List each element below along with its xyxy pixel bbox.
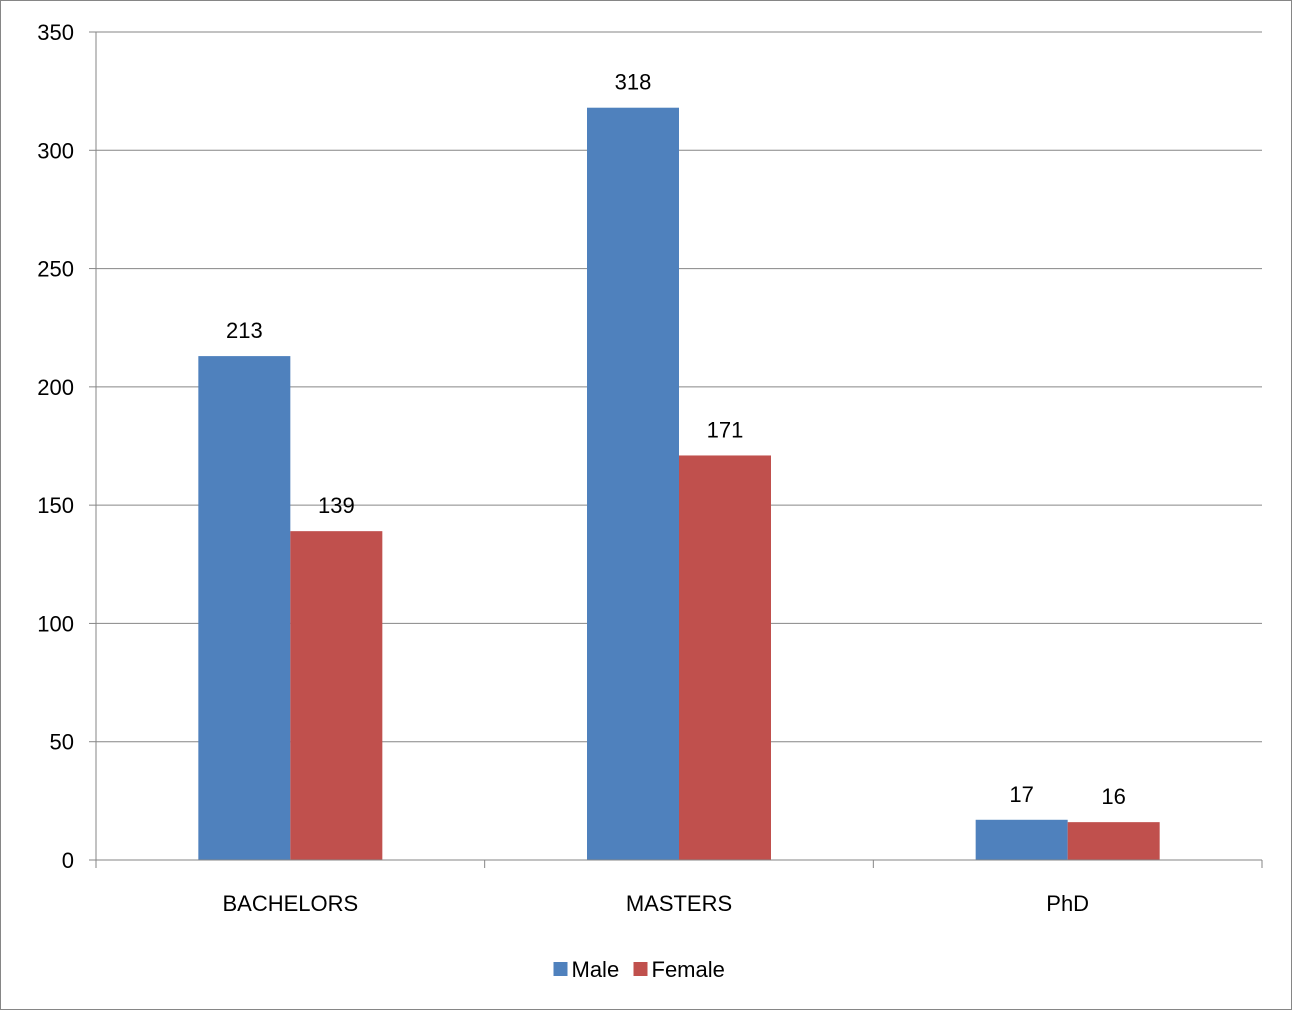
bar-male (587, 107, 679, 860)
legend-swatch-female (633, 962, 648, 976)
y-tick-label: 250 (37, 257, 74, 282)
y-tick-label: 200 (37, 375, 74, 400)
bar-female (679, 455, 771, 860)
y-tick-label: 300 (37, 138, 74, 163)
bar-male (975, 819, 1068, 860)
bar-female (290, 531, 383, 860)
bar-female (1067, 822, 1160, 860)
y-tick-label: 50 (50, 730, 74, 755)
data-label: 171 (707, 417, 744, 442)
legend: Male Female (553, 957, 725, 982)
x-category-label: MASTERS (626, 891, 732, 916)
legend-swatch-male (553, 962, 568, 976)
y-tick-label: 100 (37, 611, 74, 636)
data-label: 318 (615, 70, 652, 95)
y-tick-label: 350 (37, 20, 74, 45)
x-category-label: PhD (1046, 891, 1089, 916)
bar-male (198, 356, 291, 860)
data-label: 139 (318, 493, 355, 518)
data-label: 16 (1101, 784, 1125, 809)
bars (198, 107, 1160, 860)
x-category-label: BACHELORS (222, 891, 358, 916)
axes (89, 31, 1263, 868)
data-label: 213 (226, 318, 263, 343)
y-tick-label: 150 (37, 493, 74, 518)
legend-label-male: Male (572, 957, 620, 982)
y-tick-label: 0 (62, 848, 74, 873)
labels: 0 50 100 150 200 250 300 350 213 139 BACHELORS 318 1… (37, 20, 1126, 916)
data-label: 17 (1009, 782, 1033, 807)
legend-label-female: Female (652, 957, 725, 982)
